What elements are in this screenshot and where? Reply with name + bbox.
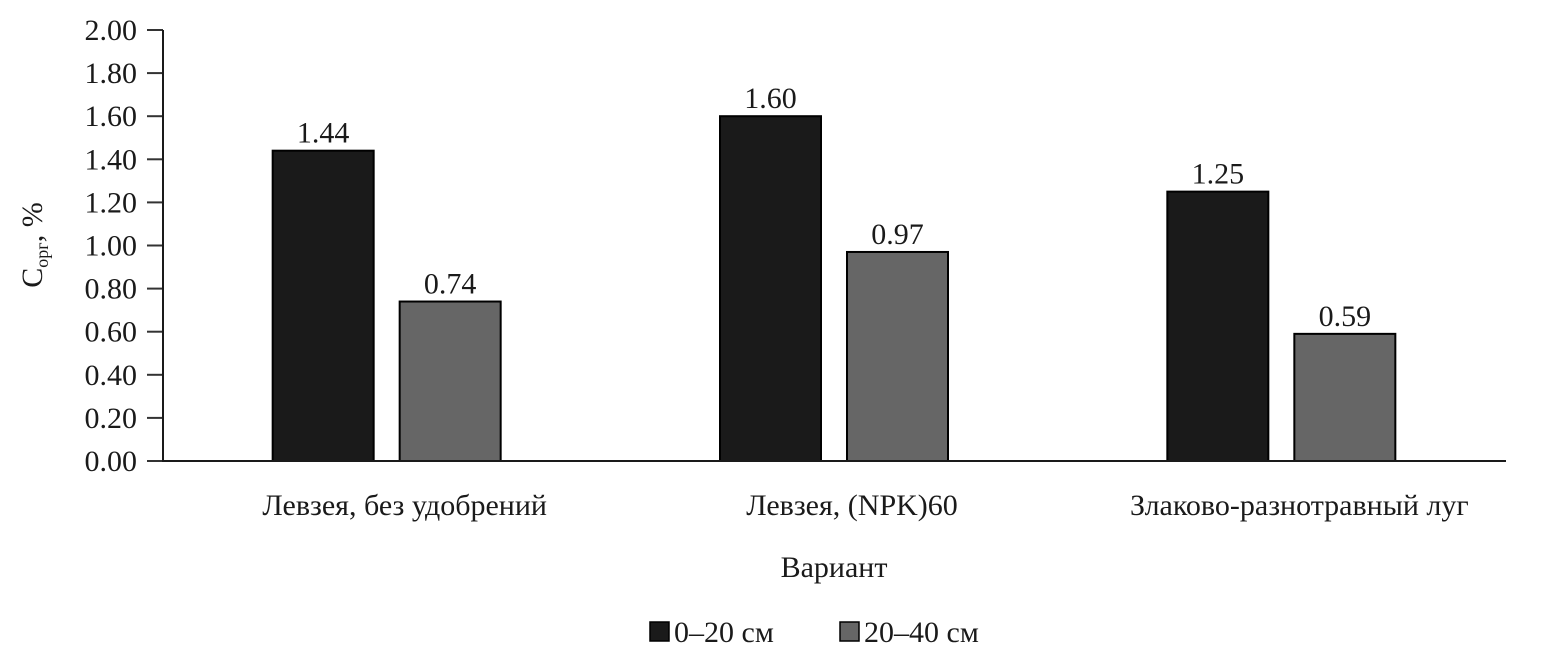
bar-1-0 xyxy=(719,115,822,462)
y-tick-label: 0.80 xyxy=(85,273,138,306)
y-tick-label: 1.40 xyxy=(85,143,138,176)
x-axis-categories: Левзея, без удобрений Левзея, (NPK)60 Злак… xyxy=(262,489,1468,522)
x-category-label: Левзея, (NPK)60 xyxy=(746,489,958,522)
y-axis-label: Cорг, % xyxy=(16,202,52,287)
y-tick-label: 1.80 xyxy=(85,57,138,90)
y-tick-label: 0.00 xyxy=(85,445,138,478)
bar-2-0 xyxy=(1166,190,1270,462)
legend-item-0-20: 0–20 см xyxy=(649,616,774,649)
y-tick-label: 0.60 xyxy=(85,316,138,349)
bar-value-label: 0.97 xyxy=(871,218,924,251)
x-category-label: Левзея, без удобрений xyxy=(262,489,547,522)
y-tick-label: 1.60 xyxy=(85,100,138,133)
bar-0-0 xyxy=(271,149,375,462)
bar-1-1 xyxy=(846,250,949,462)
legend-swatch-0-20 xyxy=(649,621,670,642)
bar-2-1 xyxy=(1293,332,1397,463)
y-tick-label: 1.00 xyxy=(85,230,138,263)
x-axis-label: Вариант xyxy=(781,551,888,584)
y-tick-label: 0.40 xyxy=(85,359,138,392)
legend-item-20-40: 20–40 см xyxy=(839,616,979,649)
bar-value-label: 0.59 xyxy=(1319,300,1372,333)
legend-label-0-20: 0–20 см xyxy=(674,616,774,649)
bar-value-label: 1.25 xyxy=(1192,158,1245,191)
bars: 1.44 0.74 1.60 0.97 1.25 0.59 xyxy=(271,82,1397,463)
bar-value-label: 0.74 xyxy=(424,268,477,301)
legend-swatch-20-40 xyxy=(839,621,860,642)
bar-0-1 xyxy=(398,300,502,462)
y-axis-ticks: 0.00 0.20 0.40 0.60 0.80 1.00 1.20 1.40 1.60 1.80… xyxy=(85,14,163,478)
bar-value-label: 1.60 xyxy=(744,82,797,115)
x-category-label: Злаково-разнотравный луг xyxy=(1130,489,1469,522)
legend: 0–20 см 20–40 см xyxy=(649,616,979,649)
y-tick-label: 1.20 xyxy=(85,186,138,219)
bar-value-label: 1.44 xyxy=(297,117,350,150)
legend-label-20-40: 20–40 см xyxy=(864,616,979,649)
y-tick-label: 2.00 xyxy=(85,14,138,47)
y-tick-label: 0.20 xyxy=(85,402,138,435)
